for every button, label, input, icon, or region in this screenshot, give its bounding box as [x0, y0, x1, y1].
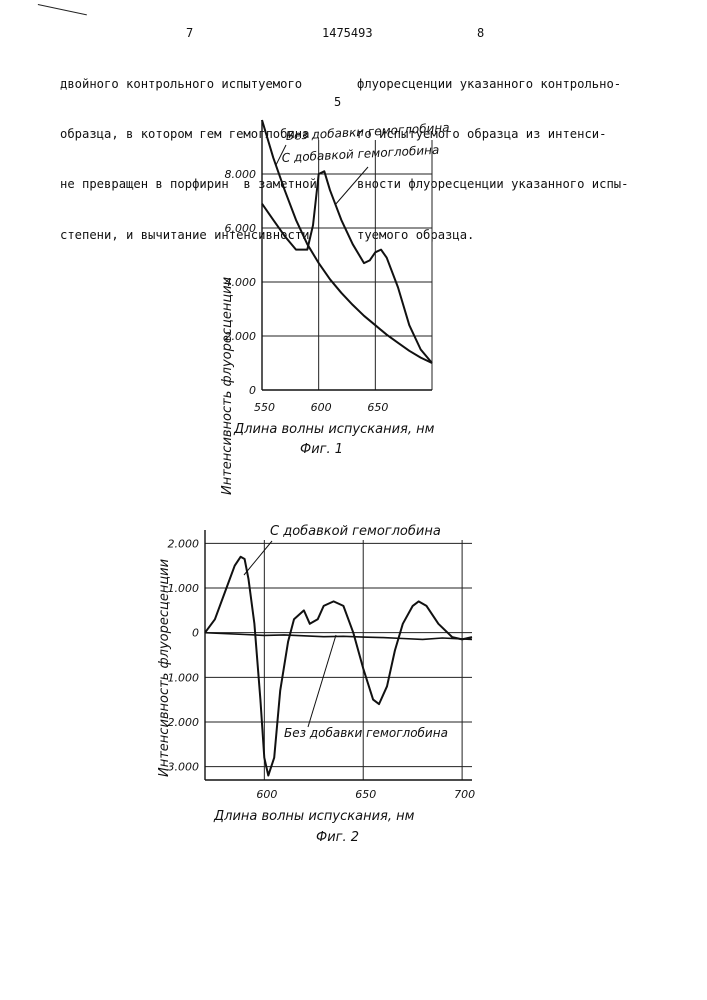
fig2-y-axis-label: Интенсивность флуоресценции: [157, 559, 172, 777]
fig1-y-tick-label: 6.000: [225, 222, 257, 235]
fig2-ticks: 600 650 700 2.000 1.000 0 1.000 2.000 3.000: [168, 537, 476, 801]
fig1-y-axis-label: Интенсивность флуоресценции: [220, 277, 235, 495]
fig2-legend-no-hemoglobin: Без добавки гемоглобина: [284, 726, 448, 740]
fig1-legend-with-hemoglobin: С добавкой гемоглобина: [281, 143, 439, 165]
fig1-leader-with-hemoglobin: [335, 167, 368, 205]
fig2-x-tick-label: 650: [355, 788, 376, 801]
fig2-series-line-1: [205, 633, 472, 640]
fig1-figure-label: Фиг. 1: [300, 442, 343, 457]
fig2-y-tick-label: 0: [192, 627, 199, 640]
page-edge-line: [38, 4, 87, 15]
fig2-y-tick-label: 3.000: [168, 761, 200, 774]
fig2-legend-with-hemoglobin: С добавкой гемоглобина: [270, 524, 441, 539]
fig2-y-tick-label: 1.000: [168, 671, 200, 684]
patent-number: 1475493: [322, 26, 373, 40]
page-number-left: 7: [186, 26, 193, 40]
fig1-y-tick-label: 0: [249, 384, 256, 397]
fig2-series-line-0: [205, 557, 472, 776]
text-line: флуоресценции указанного контрольно-: [357, 76, 629, 93]
fig2-x-tick-label: 600: [256, 788, 277, 801]
fig2-figure-label: Фиг. 2: [316, 830, 359, 845]
fig2-grid: [205, 540, 472, 780]
fig1-x-tick-label: 550: [254, 401, 275, 414]
fig1-legend-no-hemoglobin: Без добавки гемоглобина: [285, 120, 449, 143]
fig2-x-tick-label: 700: [454, 788, 475, 801]
fig2-x-axis-label: Длина волны испускания, нм: [213, 809, 415, 824]
fig2-y-tick-label: 2.000: [168, 716, 200, 729]
fig2-y-tick-label: 1.000: [168, 582, 200, 595]
figure-1-chart: 55060065002.0004.0006.0008.000 Без добав…: [0, 105, 707, 575]
figure-2-chart: 600 650 700 2.000 1.000 0 1.000 2.000 3.000 С до…: [0, 515, 707, 845]
fig2-lines: [205, 557, 472, 776]
fig1-x-axis-label: Длина волны испускания, нм: [233, 422, 435, 437]
fig2-y-tick-label: 2.000: [168, 537, 200, 550]
fig2-axes: [205, 530, 472, 780]
fig1-x-tick-label: 600: [311, 401, 332, 414]
fig1-y-tick-label: 8.000: [225, 168, 257, 181]
fig2-leader-no-hemoglobin: [308, 635, 336, 727]
fig1-ticks: 55060065002.0004.0006.0008.000: [225, 168, 389, 414]
fig2-leader-with-hemoglobin: [244, 541, 272, 575]
fig1-grid: [262, 140, 432, 390]
text-line: двойного контрольного испытуемого: [60, 76, 317, 93]
fig1-x-tick-label: 650: [367, 401, 388, 414]
page-number-right: 8: [477, 26, 484, 40]
